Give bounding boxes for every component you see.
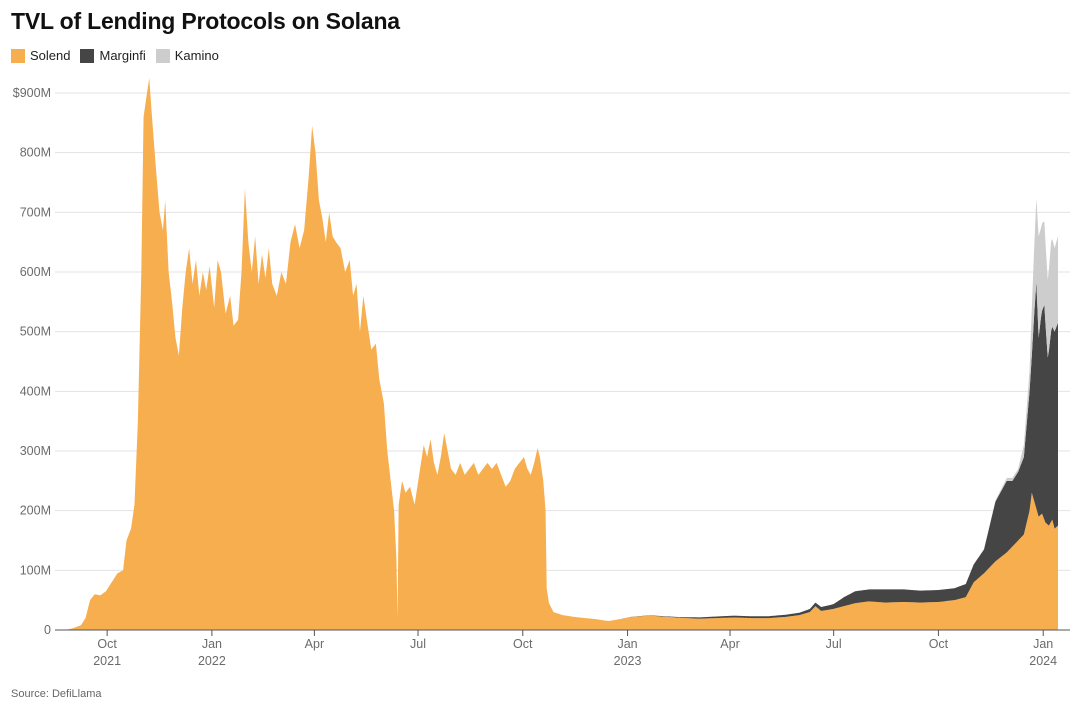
legend-swatch-marginfi	[80, 48, 95, 63]
x-tick-year: 2023	[614, 654, 642, 668]
legend-swatch-solend	[11, 48, 25, 63]
legend-item-solend[interactable]: Solend	[11, 48, 70, 63]
x-tick-label: Oct	[513, 637, 533, 651]
x-tick-label: Apr	[720, 637, 739, 651]
y-tick-label: $900M	[13, 86, 51, 100]
legend-item-marginfi[interactable]: Marginfi	[80, 48, 146, 63]
x-tick-year: 2021	[93, 654, 121, 668]
legend-label-marginfi: Marginfi	[99, 48, 146, 63]
y-tick-label: 400M	[20, 384, 51, 398]
x-tick-label: Jan	[202, 637, 222, 651]
legend: Solend Marginfi Kamino	[11, 48, 219, 63]
y-tick-label: 100M	[20, 563, 51, 577]
y-tick-label: 500M	[20, 325, 51, 339]
legend-swatch-kamino	[155, 48, 170, 63]
x-tick-year: 2024	[1029, 654, 1057, 668]
y-tick-label: 800M	[20, 146, 51, 160]
y-axis: 0 100M 200M 300M 400M 500M 600M 700M 800M $900M	[13, 86, 51, 637]
x-tick-label: Jul	[410, 637, 426, 651]
y-tick-label: 700M	[20, 205, 51, 219]
x-axis: Oct 2021 Jan 2022 Apr Jul Oct Jan 2023 Apr Jul Oct J…	[55, 629, 1070, 668]
x-tick-label: Jul	[826, 637, 842, 651]
y-tick-label: 200M	[20, 504, 51, 518]
area-series	[65, 78, 1058, 630]
area-solend	[65, 78, 1058, 630]
x-tick-label: Jan	[1033, 637, 1053, 651]
chart-title: TVL of Lending Protocols on Solana	[11, 8, 400, 34]
legend-label-solend: Solend	[30, 48, 71, 63]
y-tick-label: 0	[44, 623, 51, 637]
y-tick-label: 600M	[20, 265, 51, 279]
legend-label-kamino: Kamino	[174, 48, 219, 63]
y-tick-label: 300M	[20, 444, 51, 458]
x-tick-label: Apr	[305, 637, 324, 651]
x-tick-label: Jan	[617, 637, 637, 651]
source-note: Source: DefiLlama	[11, 688, 102, 700]
legend-item-kamino[interactable]: Kamino	[155, 48, 219, 63]
x-tick-year: 2022	[198, 654, 226, 668]
x-tick-label: Oct	[97, 637, 117, 651]
x-tick-label: Oct	[929, 637, 949, 651]
